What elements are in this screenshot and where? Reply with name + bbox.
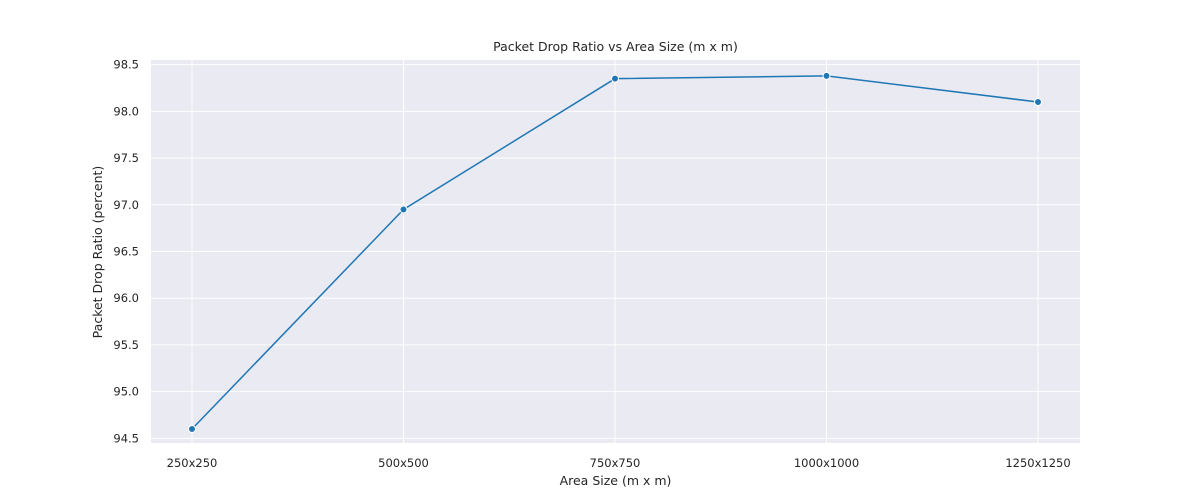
y-tick-label: 95.0 xyxy=(113,385,139,399)
data-point xyxy=(1034,98,1042,107)
y-tick-label: 96.5 xyxy=(113,245,139,259)
x-tick-label: 1000x1000 xyxy=(794,456,859,470)
x-tick-label: 500x500 xyxy=(378,456,429,470)
y-tick-label: 97.0 xyxy=(113,198,139,212)
y-tick-label: 98.5 xyxy=(113,58,139,72)
y-tick-label: 96.0 xyxy=(113,291,139,305)
x-grid xyxy=(191,60,1039,443)
y-tick-label: 97.5 xyxy=(113,151,139,165)
y-tick-label: 98.0 xyxy=(113,104,139,118)
x-tick-label: 250x250 xyxy=(167,456,218,470)
data-point xyxy=(822,71,831,80)
x-tick-label: 750x750 xyxy=(590,456,641,470)
y-tick-label: 94.5 xyxy=(113,431,139,445)
chart-title: Packet Drop Ratio vs Area Size (m x m) xyxy=(493,39,738,54)
y-tick-label: 95.5 xyxy=(113,338,139,352)
x-tick-labels: 250x250 500x500 750x750 1000x1000 1250x1250 xyxy=(167,456,1071,470)
x-tick-label: 1250x1250 xyxy=(1005,456,1070,470)
data-point xyxy=(399,205,408,214)
series-group xyxy=(188,71,1042,433)
y-axis-label: Packet Drop Ratio (percent) xyxy=(90,166,105,339)
y-tick-labels: 94.5 95.0 95.5 96.0 96.5 97.0 97.5 98.0 98.5 xyxy=(113,58,139,446)
x-axis-label: Area Size (m x m) xyxy=(560,473,672,488)
data-point xyxy=(611,74,619,83)
data-point xyxy=(188,424,196,433)
